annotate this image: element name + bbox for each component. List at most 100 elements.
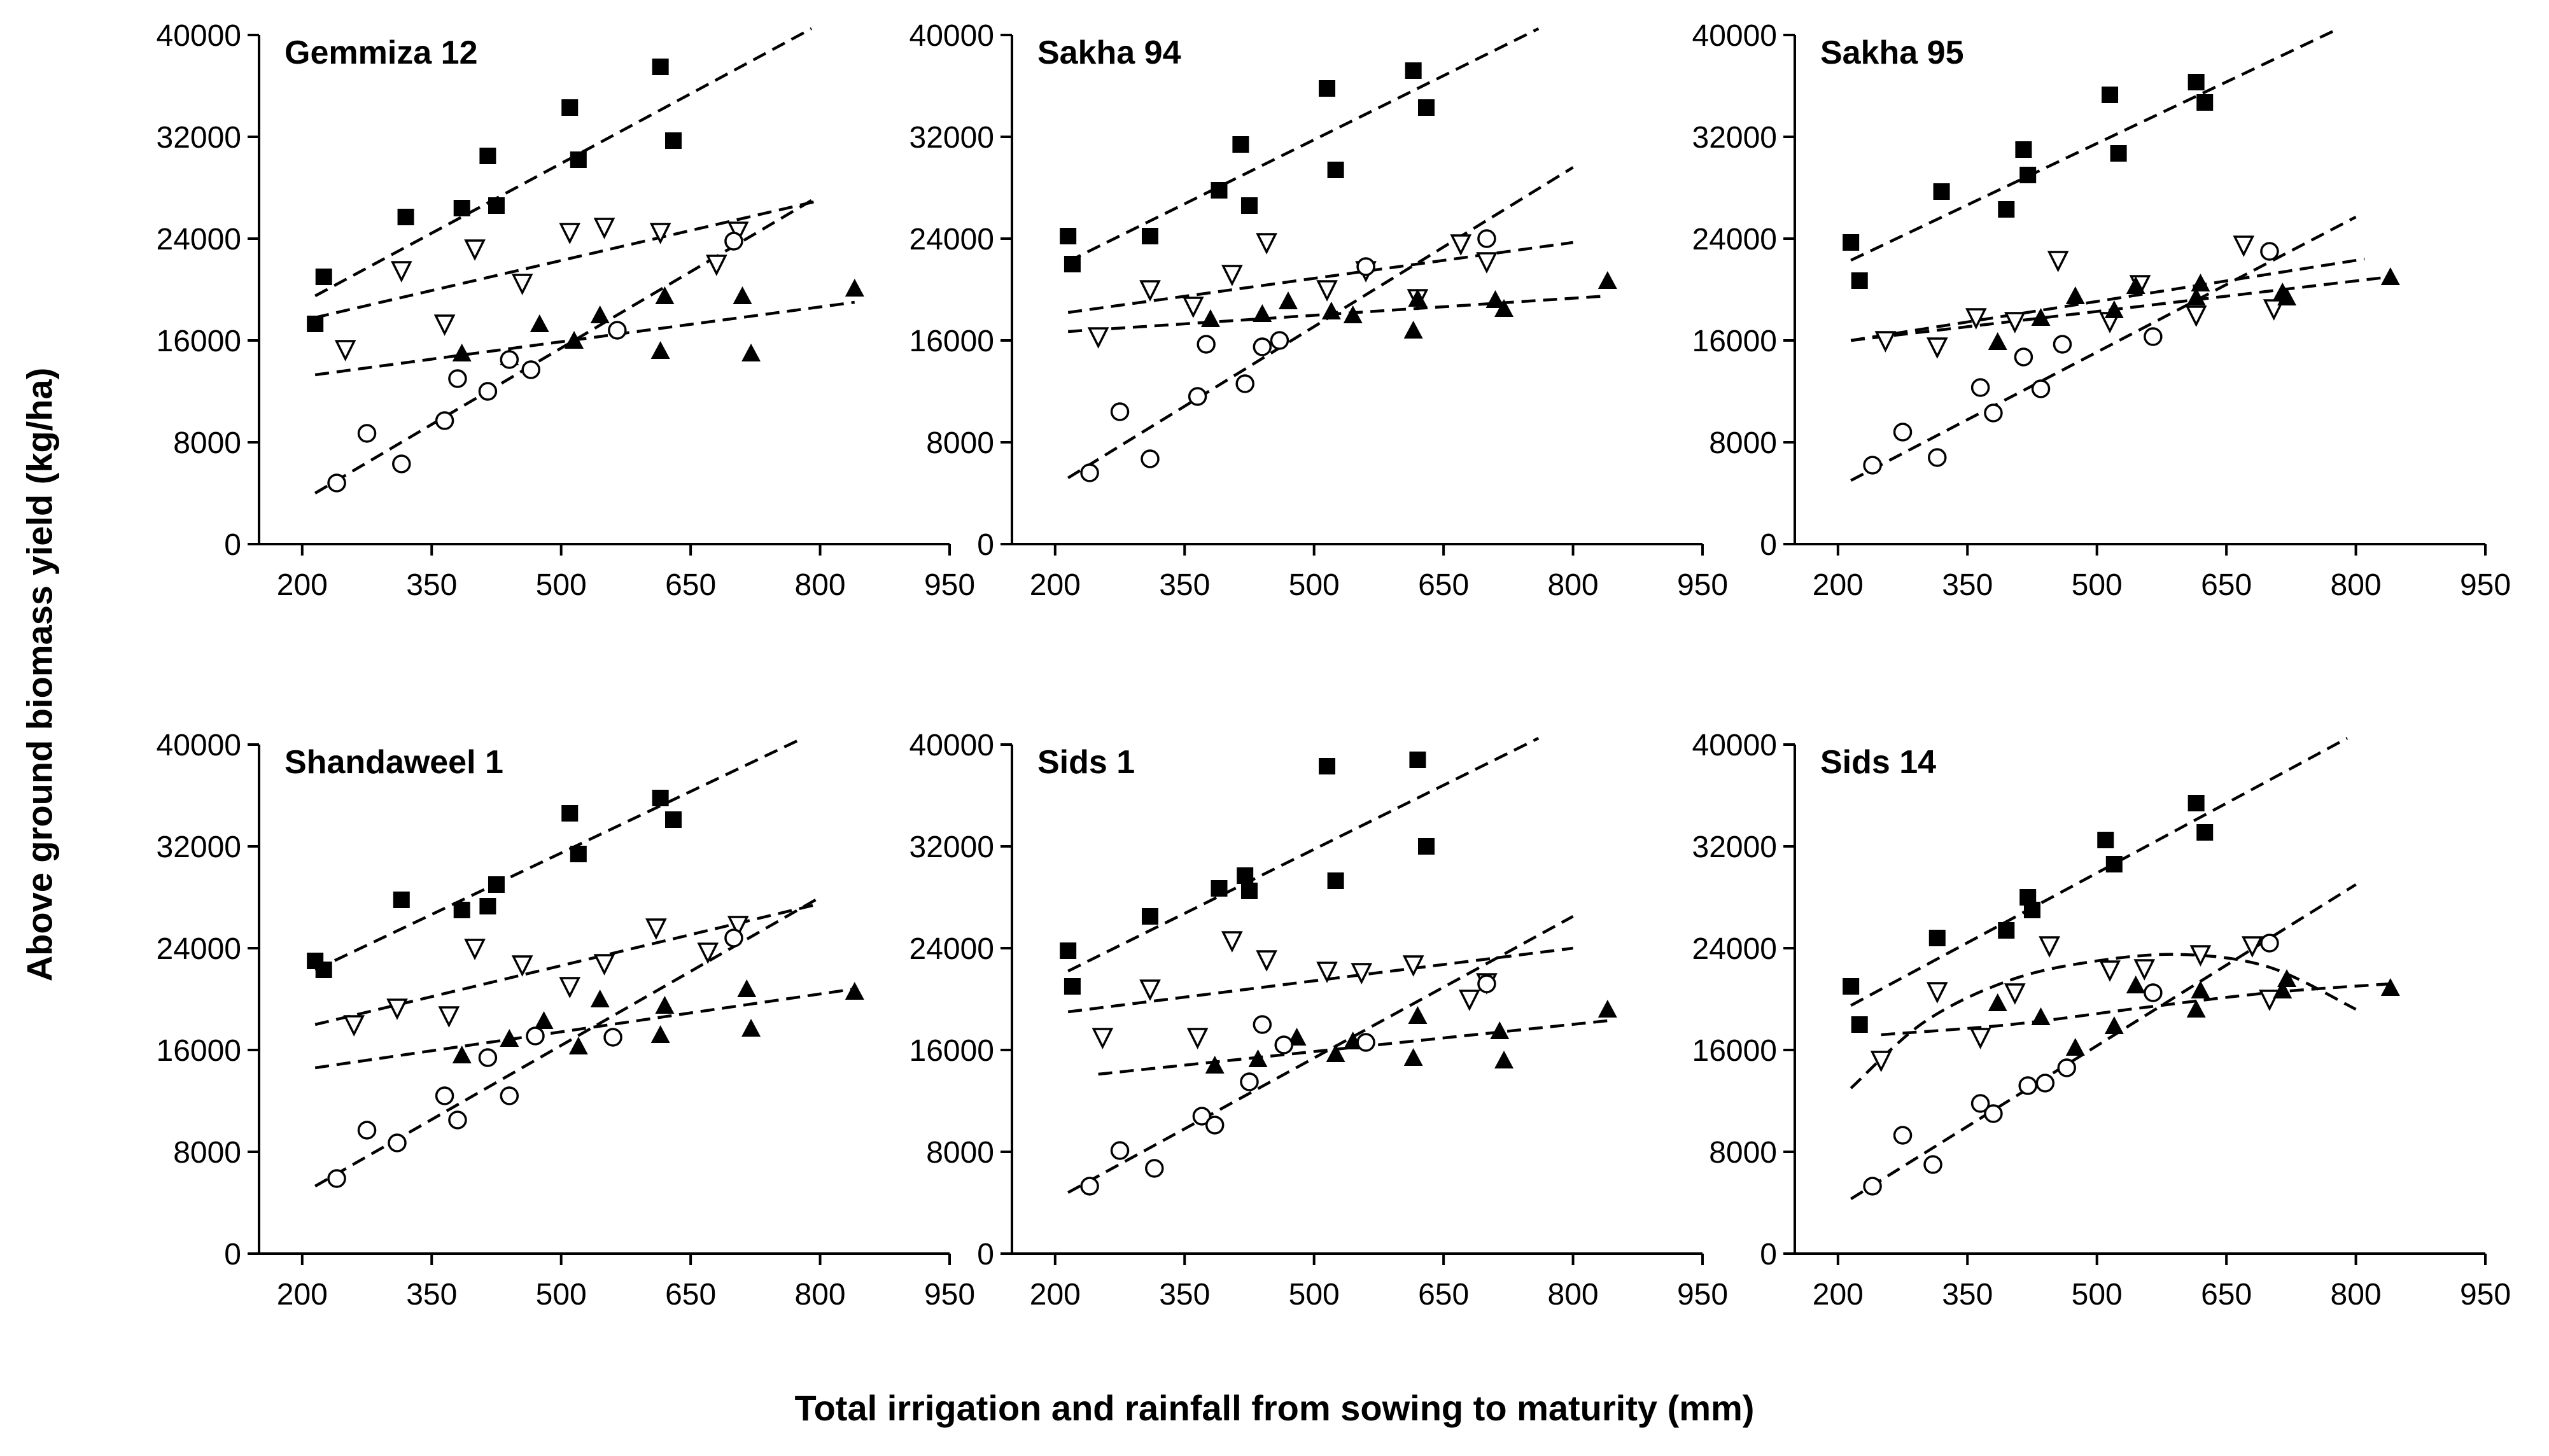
marker-filled-triangle <box>2104 1016 2124 1034</box>
x-tick-label: 800 <box>2331 1278 2382 1312</box>
marker-filled-square <box>1064 256 1081 272</box>
marker-filled-triangle <box>2277 969 2297 987</box>
marker-filled-triangle <box>1205 1056 1225 1074</box>
marker-open-triangle-down <box>1186 1028 1209 1049</box>
marker-filled-square <box>2196 94 2214 111</box>
marker-open-triangle-down <box>2047 251 2069 272</box>
marker-filled-triangle <box>2277 288 2297 305</box>
y-tick-label: 16000 <box>1692 1034 1777 1068</box>
marker-open-circle <box>435 411 454 430</box>
fit-line-filled-triangle <box>314 987 855 1070</box>
marker-filled-triangle <box>2186 288 2206 305</box>
fit-line-open-circle <box>1067 166 1574 479</box>
marker-open-circle <box>2018 1076 2037 1095</box>
marker-open-triangle-down <box>1139 979 1161 1001</box>
x-tick-label: 650 <box>2201 568 2252 602</box>
marker-open-triangle-down <box>1351 963 1373 984</box>
marker-open-circle <box>1240 1072 1259 1091</box>
marker-filled-triangle <box>655 286 675 304</box>
marker-open-triangle-down <box>1221 265 1243 286</box>
marker-open-circle <box>724 928 743 948</box>
marker-filled-square <box>1142 908 1158 925</box>
marker-open-circle <box>1080 1177 1099 1196</box>
marker-filled-square <box>393 892 410 908</box>
marker-filled-triangle <box>2126 276 2145 294</box>
marker-filled-square <box>2015 141 2032 158</box>
marker-open-circle <box>1274 1035 1293 1054</box>
x-tick-label: 350 <box>406 1278 457 1312</box>
x-tick-label: 350 <box>406 568 457 602</box>
marker-filled-triangle <box>2191 274 2210 291</box>
marker-filled-square <box>1142 228 1158 244</box>
marker-open-circle <box>2035 1074 2055 1093</box>
y-tick-label: 40000 <box>909 19 994 53</box>
fit-line-open-triangle-down <box>1067 946 1573 1014</box>
marker-open-circle <box>2053 335 2072 354</box>
marker-open-circle <box>1863 456 1882 475</box>
marker-filled-square <box>1064 978 1081 995</box>
marker-open-circle <box>1080 463 1099 482</box>
y-tick-label: 32000 <box>1692 121 1777 155</box>
marker-filled-triangle <box>1598 271 1617 289</box>
marker-open-circle <box>500 1086 519 1105</box>
marker-filled-triangle <box>1494 299 1514 317</box>
marker-filled-triangle <box>2186 1000 2206 1018</box>
marker-filled-square <box>570 151 587 168</box>
marker-open-circle <box>2260 934 2279 953</box>
fit-line-filled-square <box>1850 27 2340 262</box>
marker-open-circle <box>388 1133 407 1152</box>
x-tick-label: 650 <box>665 568 716 602</box>
y-tick-label: 40000 <box>157 729 241 762</box>
marker-filled-square <box>1928 930 1946 946</box>
fit-line-filled-square <box>1067 27 1540 263</box>
marker-open-triangle-down <box>697 942 719 964</box>
marker-open-circle <box>448 1110 467 1130</box>
marker-open-triangle-down <box>1182 297 1204 318</box>
marker-filled-square <box>652 790 669 806</box>
marker-filled-square <box>1418 99 1435 116</box>
marker-open-circle <box>1984 1104 2003 1123</box>
marker-open-circle <box>357 1121 377 1140</box>
marker-filled-square <box>1232 136 1249 153</box>
fit-line-open-circle <box>1850 883 2357 1200</box>
x-tick-label: 350 <box>1159 1278 1210 1312</box>
marker-filled-square <box>1409 752 1426 768</box>
y-tick-label: 32000 <box>157 121 241 155</box>
marker-filled-square <box>1843 978 1860 995</box>
marker-filled-triangle <box>2031 308 2051 326</box>
marker-filled-square <box>479 898 496 914</box>
marker-open-triangle-down <box>559 223 581 244</box>
panel-title: Sids 14 <box>1820 744 1936 781</box>
marker-open-triangle-down <box>593 218 615 239</box>
marker-open-triangle-down <box>511 274 533 295</box>
marker-filled-triangle <box>1343 305 1363 323</box>
y-tick-label: 40000 <box>157 19 241 53</box>
y-tick-label: 16000 <box>157 325 241 358</box>
marker-filled-triangle <box>1485 290 1505 308</box>
x-tick-label: 350 <box>1942 1278 1993 1312</box>
marker-open-circle <box>603 1028 622 1047</box>
x-tick-label: 650 <box>2201 1278 2252 1312</box>
marker-filled-square <box>1851 1016 1868 1033</box>
marker-open-circle <box>1923 1155 1942 1174</box>
marker-filled-triangle <box>2031 1007 2051 1025</box>
marker-filled-triangle <box>1598 1000 1617 1018</box>
y-tick-label: 24000 <box>909 223 994 256</box>
marker-open-circle <box>478 382 498 401</box>
marker-open-circle <box>327 473 346 493</box>
marker-filled-triangle <box>650 341 670 359</box>
marker-open-triangle-down <box>1926 337 1948 359</box>
marker-open-triangle-down <box>1316 962 1338 983</box>
x-tick-label: 950 <box>924 1278 975 1312</box>
x-tick-label: 950 <box>1677 1278 1728 1312</box>
x-tick-label: 800 <box>795 568 846 602</box>
y-tick-label: 32000 <box>1692 830 1777 864</box>
marker-filled-square <box>315 962 332 978</box>
marker-filled-square <box>2196 824 2214 841</box>
marker-filled-triangle <box>1403 1048 1423 1066</box>
marker-filled-triangle <box>2380 267 2400 285</box>
y-tick-label: 40000 <box>1692 729 1777 762</box>
marker-open-circle <box>2057 1058 2076 1077</box>
y-tick-label: 8000 <box>173 426 241 460</box>
marker-open-circle <box>1477 974 1496 993</box>
